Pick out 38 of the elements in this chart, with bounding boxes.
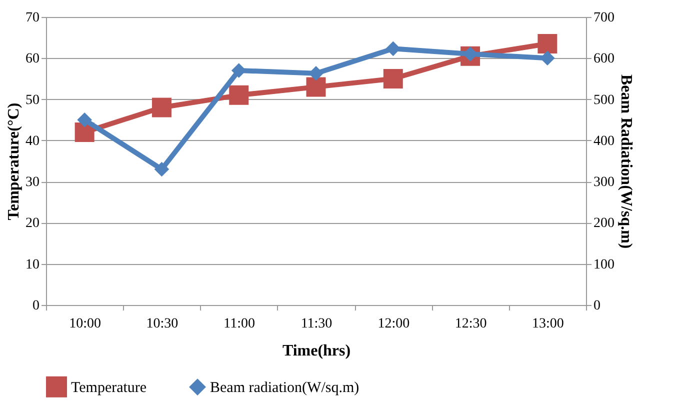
y-tick-label: 70 bbox=[26, 10, 40, 26]
y-tick-label: 60 bbox=[26, 52, 40, 67]
y-tick-label: 20 bbox=[26, 216, 40, 232]
point bbox=[383, 68, 403, 88]
point bbox=[538, 34, 558, 54]
y2-tick-label: 200 bbox=[594, 216, 614, 232]
x-axis-title: Time(hrs) bbox=[282, 342, 351, 360]
point bbox=[229, 85, 249, 105]
y2-tick-label: 700 bbox=[594, 10, 614, 26]
y2-tick-label: 600 bbox=[594, 52, 614, 67]
point bbox=[540, 50, 555, 66]
x-tick-label: 10:30 bbox=[146, 316, 178, 332]
y-tick-label: 0 bbox=[32, 298, 40, 314]
x-tick-label: 12:30 bbox=[454, 316, 487, 332]
y-tick-label: 40 bbox=[26, 134, 40, 149]
point bbox=[308, 66, 324, 81]
y-tick-label: 30 bbox=[26, 175, 40, 190]
legend-label: Beam radiation(W/sq.m) bbox=[210, 380, 360, 396]
y-tick-label: 10 bbox=[26, 257, 40, 272]
y-tick-label: 50 bbox=[26, 92, 40, 108]
y-axis-title: Temperature(°C) bbox=[6, 102, 22, 220]
x-tick-label: 11:30 bbox=[300, 316, 332, 332]
point bbox=[154, 162, 170, 177]
point bbox=[77, 112, 92, 128]
x-tick-label: 10:00 bbox=[69, 316, 102, 332]
y2-tick-label: 400 bbox=[594, 134, 614, 149]
y2-axis-title: Beam Radiation(W/sq.m) bbox=[618, 74, 634, 249]
y2-tick-label: 100 bbox=[594, 257, 614, 272]
y2-tick-label: 500 bbox=[594, 92, 614, 108]
point bbox=[152, 98, 172, 118]
y2-tick-label: 300 bbox=[594, 175, 614, 190]
x-tick-label: 13:00 bbox=[532, 316, 564, 332]
point bbox=[231, 63, 246, 78]
point bbox=[306, 77, 326, 97]
legend-label: Temperature bbox=[71, 380, 147, 396]
x-tick-label: 12:00 bbox=[378, 316, 410, 332]
x-tick-label: 11:00 bbox=[224, 316, 256, 332]
y2-tick-label: 0 bbox=[594, 298, 600, 314]
